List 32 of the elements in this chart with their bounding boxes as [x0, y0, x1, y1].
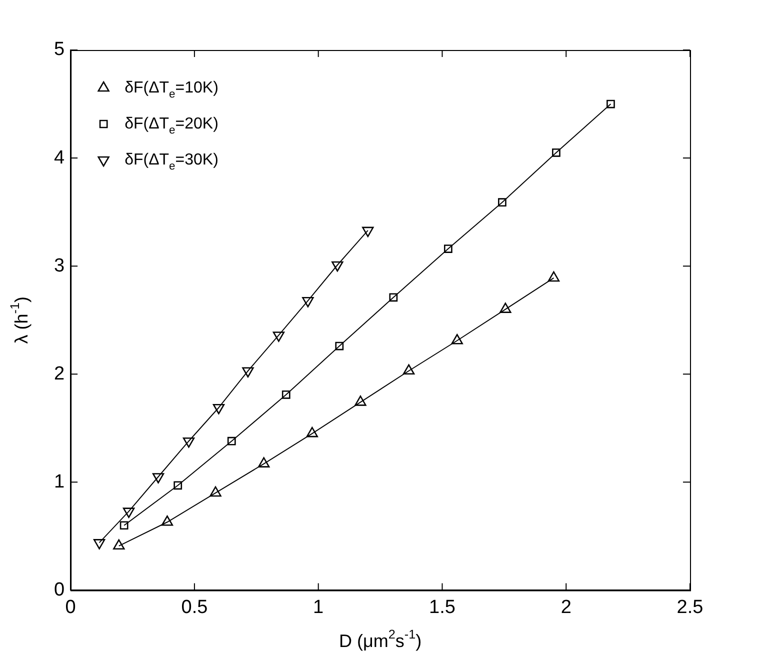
y-tick-label: 4	[54, 147, 65, 168]
point	[335, 342, 344, 350]
point	[444, 244, 452, 253]
y-axis-title: λ (h-1)	[8, 296, 32, 344]
point	[606, 100, 615, 108]
x-tick-label: 1	[313, 596, 324, 618]
y-tick-label: 2	[54, 363, 65, 384]
point	[161, 515, 174, 526]
point	[498, 198, 506, 207]
point	[306, 426, 318, 438]
y-tick-label: 3	[54, 255, 65, 276]
x-tick-label: 2	[560, 596, 572, 618]
point	[552, 148, 560, 157]
point	[389, 293, 398, 302]
x-tick-label: 1.5	[429, 596, 456, 618]
point	[451, 334, 463, 344]
point	[174, 481, 182, 490]
x-tick-label: 0.5	[181, 596, 208, 618]
point	[548, 271, 560, 282]
point	[258, 457, 270, 468]
point	[500, 302, 512, 313]
y-tick-label: 5	[54, 39, 65, 60]
point	[210, 486, 222, 497]
point	[113, 539, 125, 550]
y-tick-label: 0	[54, 579, 65, 600]
x-tick-label: 2.5	[676, 596, 704, 618]
point	[282, 390, 290, 399]
point	[120, 521, 128, 530]
point	[227, 436, 236, 446]
point	[354, 396, 366, 406]
point	[402, 364, 415, 375]
y-tick-label: 1	[54, 471, 65, 492]
